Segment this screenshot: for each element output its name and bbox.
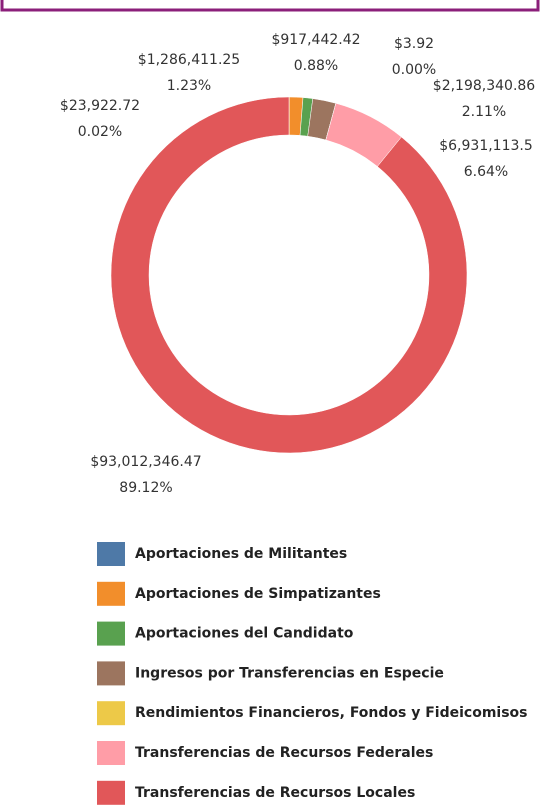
legend-label: Aportaciones de Militantes — [135, 546, 347, 562]
percent-label: 0.88% — [294, 58, 338, 74]
legend-swatch — [97, 581, 125, 606]
legend-label: Transferencias de Recursos Locales — [135, 785, 415, 801]
legend-swatch — [97, 701, 125, 726]
value-label: $23,922.72 — [60, 98, 140, 114]
percent-label: 0.00% — [392, 62, 436, 78]
percent-label: 1.23% — [167, 78, 211, 94]
percent-label: 6.64% — [464, 164, 508, 180]
legend-swatch — [97, 542, 125, 566]
legend-label: Ingresos por Transferencias en Especie — [135, 665, 444, 681]
legend-label: Transferencias de Recursos Federales — [135, 745, 433, 761]
donut-slice — [110, 96, 468, 454]
legend-label: Aportaciones del Candidato — [135, 626, 354, 642]
legend-swatch — [97, 780, 125, 805]
percent-label: 89.12% — [119, 480, 172, 496]
value-label: $93,012,346.47 — [90, 454, 201, 470]
legend-swatch — [97, 621, 125, 646]
header-box — [0, 0, 540, 12]
value-label: $2,198,340.86 — [433, 78, 536, 94]
legend-label: Rendimientos Financieros, Fondos y Fidei… — [135, 705, 528, 721]
legend-swatch — [97, 661, 125, 686]
legend-label: Aportaciones de Simpatizantes — [135, 586, 381, 602]
percent-label: 2.11% — [462, 104, 506, 120]
value-label: $3.92 — [394, 36, 434, 52]
percent-label: 0.02% — [78, 124, 122, 140]
legend-swatch — [97, 741, 125, 765]
value-label: $1,286,411.25 — [138, 52, 240, 68]
value-label: $917,442.42 — [271, 32, 360, 48]
value-label: $6,931,113.5 — [439, 138, 533, 154]
